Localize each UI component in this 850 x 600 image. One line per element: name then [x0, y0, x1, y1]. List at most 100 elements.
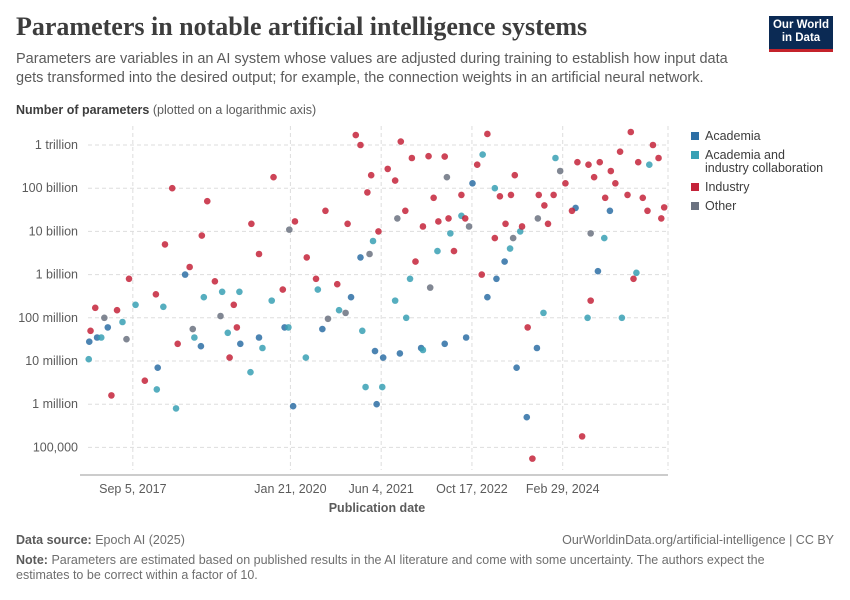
data-source-value[interactable]: Epoch AI (2025): [95, 533, 185, 547]
y-tick-label: 1 billion: [36, 268, 78, 282]
data-point: [616, 148, 624, 155]
data-point: [430, 194, 437, 202]
data-point: [230, 301, 238, 309]
data-point: [91, 304, 99, 312]
data-point: [518, 223, 526, 230]
data-point: [191, 334, 198, 341]
data-point: [644, 207, 651, 215]
data-point: [533, 344, 541, 352]
data-point: [375, 228, 382, 235]
data-point: [85, 355, 93, 363]
data-point: [104, 324, 112, 331]
data-point: [123, 335, 130, 343]
data-point: [434, 247, 441, 255]
legend-item-academia[interactable]: Academia: [691, 130, 825, 143]
data-point: [484, 130, 491, 138]
data-point: [358, 327, 366, 335]
legend-item-academia-industry[interactable]: Academia and industry collaboration: [691, 149, 825, 175]
data-point: [534, 215, 542, 222]
data-point: [366, 250, 373, 258]
y-axis-title-bold: Number of parameters: [16, 103, 150, 117]
data-point: [168, 184, 176, 192]
data-point: [141, 377, 149, 385]
data-point: [200, 293, 208, 301]
data-point: [509, 234, 517, 242]
data-point: [419, 346, 427, 354]
data-point: [406, 275, 414, 283]
data-point: [402, 207, 409, 215]
data-point: [465, 223, 473, 230]
footnote: Note: Parameters are estimated based on …: [16, 553, 816, 583]
data-point: [513, 364, 520, 372]
data-point: [540, 309, 547, 317]
data-point: [255, 334, 263, 341]
data-point: [594, 267, 602, 275]
data-point: [357, 254, 364, 261]
data-point: [412, 258, 419, 265]
data-point: [397, 138, 405, 145]
data-point: [585, 161, 592, 169]
legend-item-industry[interactable]: Industry: [691, 181, 825, 194]
legend-swatch: [691, 202, 699, 210]
data-point: [236, 288, 243, 296]
legend-item-other[interactable]: Other: [691, 200, 825, 213]
data-point: [362, 383, 369, 391]
data-point: [408, 154, 416, 162]
data-point: [657, 215, 665, 222]
data-point: [379, 354, 387, 361]
data-point: [153, 386, 161, 393]
data-point: [125, 275, 133, 283]
x-tick-label: Oct 17, 2022: [436, 482, 508, 496]
data-point: [344, 220, 351, 228]
data-point: [324, 315, 332, 323]
legend-label: Academia: [705, 129, 761, 143]
data-point: [291, 218, 299, 225]
data-point: [639, 194, 647, 202]
owid-logo[interactable]: Our World in Data: [769, 16, 833, 52]
data-point: [419, 223, 427, 230]
legend-label: Academia and industry collaboration: [705, 148, 824, 175]
data-point: [97, 334, 105, 341]
data-point: [113, 306, 121, 314]
data-point: [314, 286, 322, 293]
data-point: [384, 165, 392, 173]
data-point: [496, 192, 504, 200]
data-point: [108, 392, 115, 399]
data-point: [396, 350, 404, 357]
note-label: Note:: [16, 553, 48, 567]
data-point: [502, 220, 509, 228]
data-point: [402, 314, 410, 322]
data-point: [248, 220, 255, 228]
data-point: [211, 277, 219, 285]
data-point: [600, 234, 608, 242]
y-axis-title: Number of parameters (plotted on a logar…: [16, 103, 316, 117]
legend-swatch: [691, 132, 699, 140]
data-point: [441, 153, 449, 160]
data-point: [218, 288, 226, 296]
data-point: [506, 245, 514, 252]
data-point: [217, 312, 224, 320]
data-point: [197, 342, 205, 350]
legend: Academia Academia and industry collabora…: [691, 130, 825, 219]
data-point: [303, 254, 311, 261]
data-point: [491, 184, 499, 192]
data-point: [233, 324, 241, 331]
data-point: [462, 334, 470, 341]
data-point: [255, 250, 263, 258]
data-point: [101, 314, 108, 322]
data-point: [373, 400, 380, 408]
data-point: [544, 220, 552, 228]
data-point: [578, 433, 586, 440]
data-point: [630, 275, 637, 283]
chart-title: Parameters in notable artificial intelli…: [16, 12, 588, 41]
data-point: [473, 161, 481, 169]
data-point: [174, 340, 181, 348]
source-url[interactable]: OurWorldinData.org/artificial-intelligen…: [562, 533, 834, 547]
data-source-label: Data source:: [16, 533, 92, 547]
data-point: [186, 263, 193, 271]
data-point: [285, 324, 292, 331]
logo-line-2: in Data: [781, 32, 821, 44]
data-point: [524, 324, 531, 331]
y-tick-label: 100 billion: [22, 181, 78, 195]
